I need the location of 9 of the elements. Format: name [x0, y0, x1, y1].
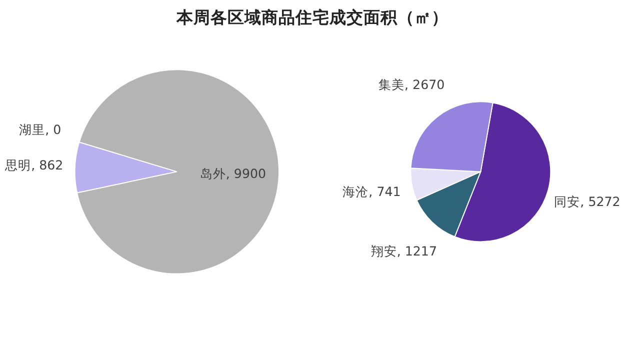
category-label: 湖里, 0: [19, 122, 62, 138]
text: 本周各区域商品住宅成交面积（㎡）: [176, 8, 449, 27]
slice-label: 岛外, 9900: [200, 166, 266, 181]
slice-label: 思明, 862: [4, 158, 64, 173]
slice-label: 同安, 5272: [554, 194, 620, 209]
slice-label: 集美, 2670: [378, 76, 445, 92]
slice-label: 翔安, 1217: [370, 244, 437, 259]
slice-label: 海沧, 741: [342, 184, 401, 199]
pie-slice: [76, 69, 280, 274]
